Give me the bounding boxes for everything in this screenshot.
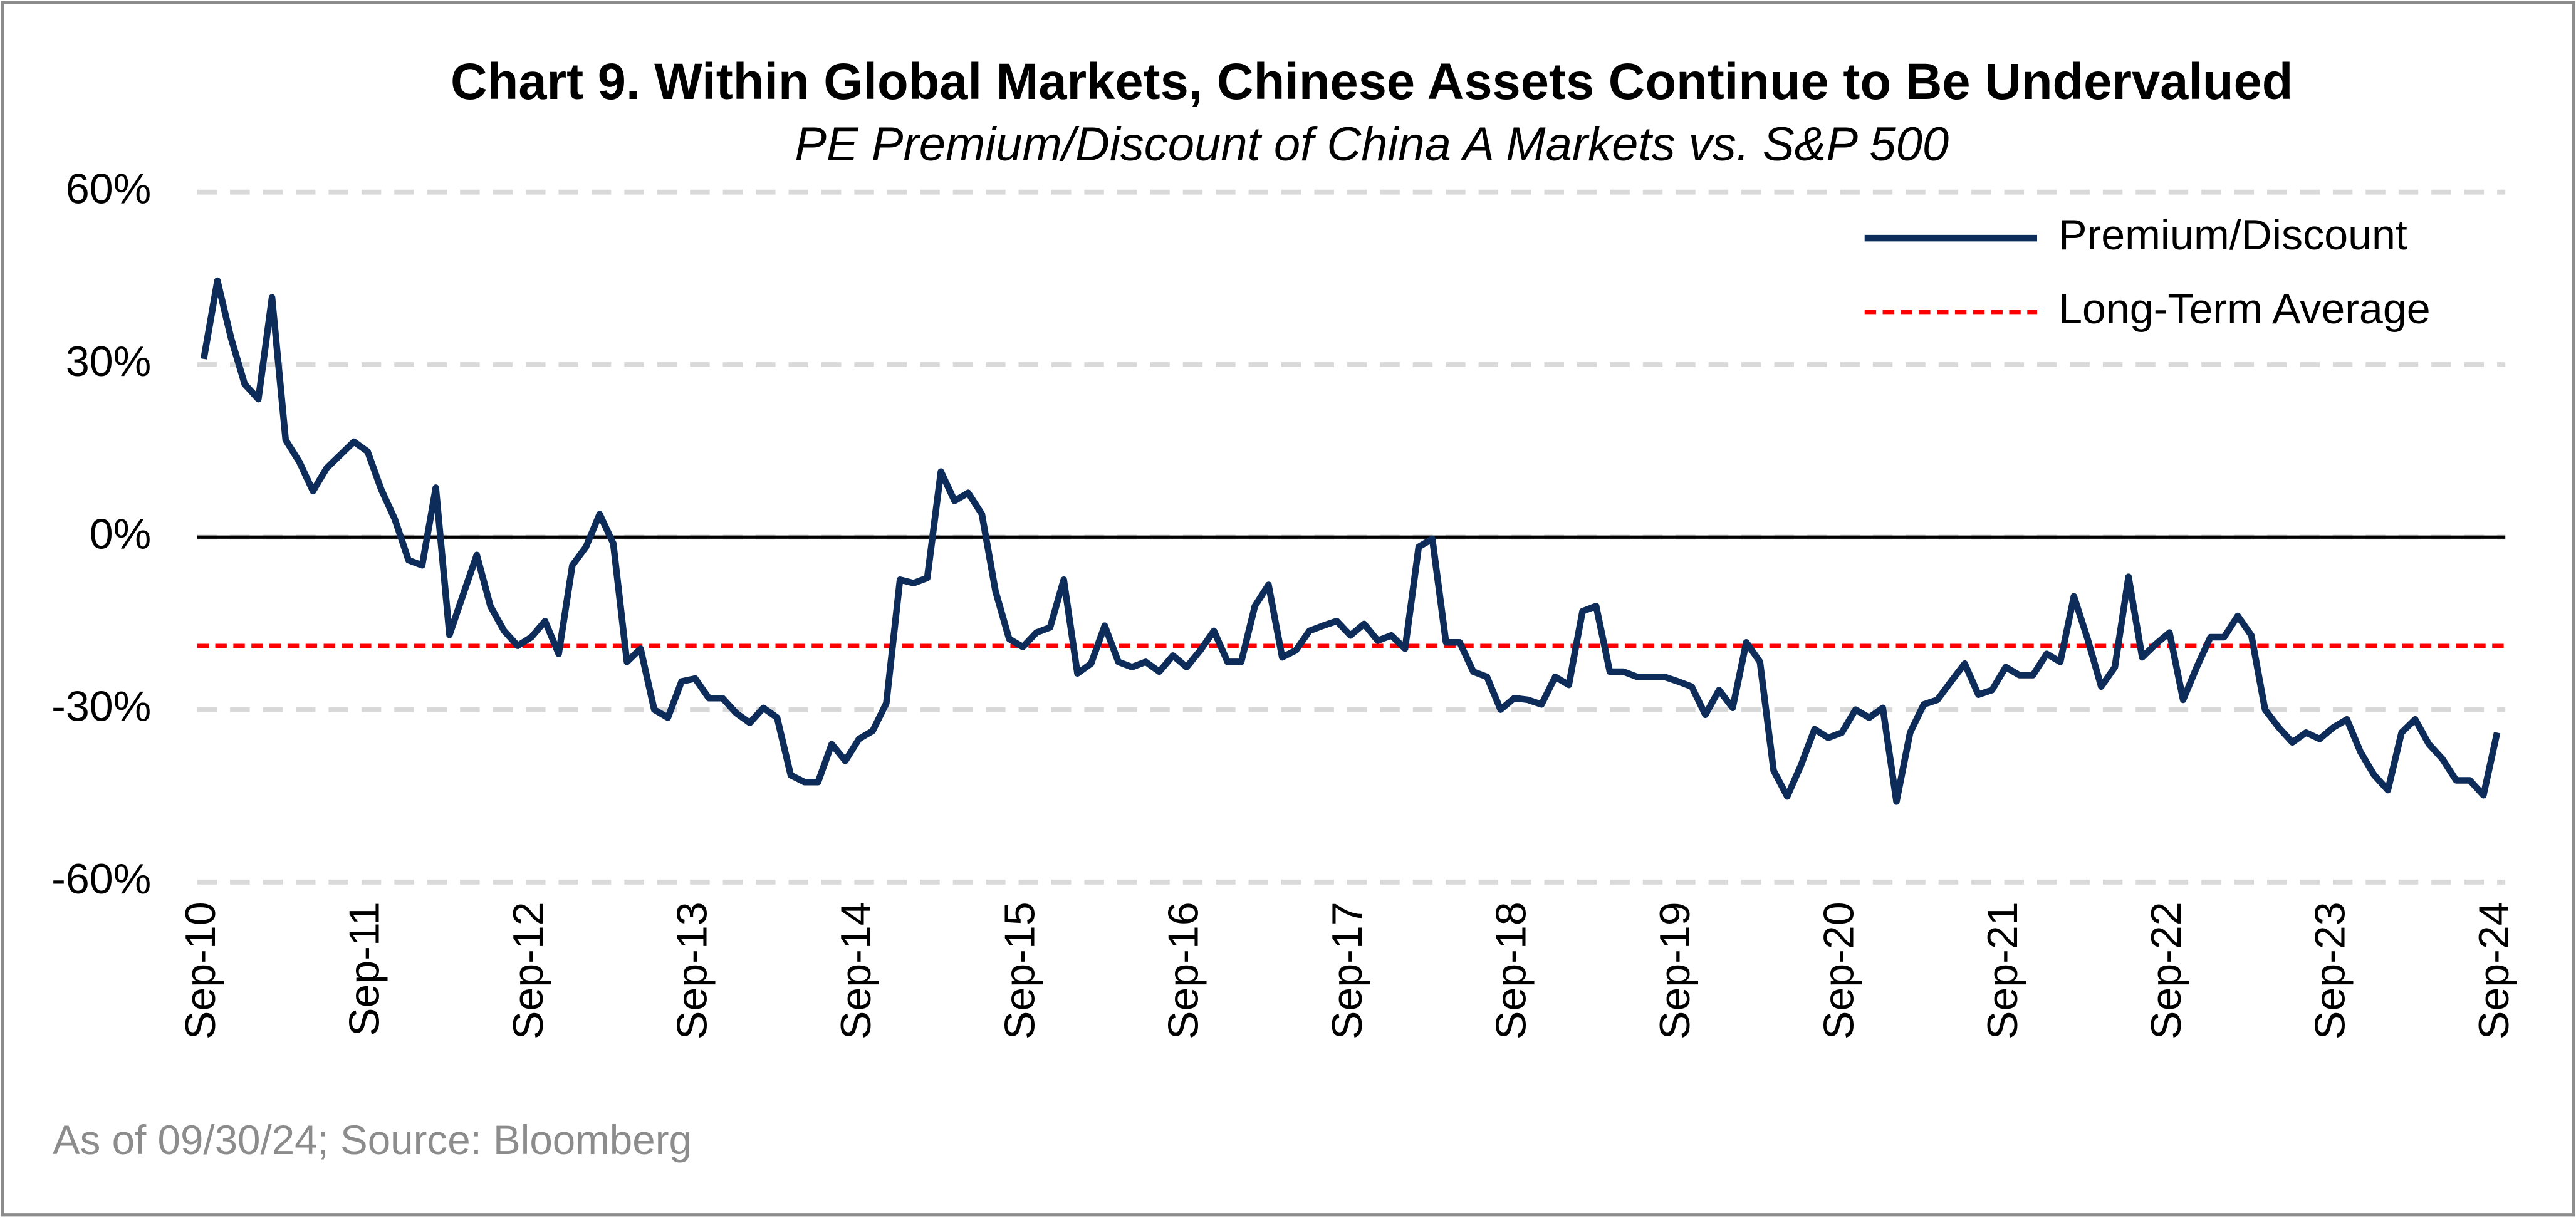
y-tick-label: -60% [51, 855, 151, 903]
x-tick-label: Sep-19 [1651, 902, 1699, 1039]
x-tick-label: Sep-16 [1160, 902, 1207, 1039]
source-note: As of 09/30/24; Source: Bloomberg [53, 1117, 692, 1163]
y-tick-label: -30% [51, 683, 151, 731]
x-tick-label: Sep-23 [2307, 902, 2354, 1039]
x-tick-label: Sep-15 [996, 902, 1043, 1039]
legend-label: Long-Term Average [2058, 285, 2431, 333]
chart-title: Chart 9. Within Global Markets, Chinese … [451, 53, 2293, 110]
legend-label: Premium/Discount [2058, 211, 2407, 259]
y-tick-label: 30% [66, 338, 151, 385]
data-line [201, 277, 2501, 805]
x-tick-label: Sep-22 [2142, 902, 2190, 1039]
x-tick-label: Sep-14 [832, 902, 880, 1039]
x-tick-label: Sep-24 [2470, 902, 2518, 1039]
x-tick-label: Sep-12 [504, 902, 552, 1039]
y-tick-label: 0% [90, 510, 152, 558]
chart-subtitle: PE Premium/Discount of China A Markets v… [795, 118, 1949, 171]
x-tick-label: Sep-18 [1488, 902, 1535, 1039]
x-tick-label: Sep-17 [1323, 902, 1371, 1039]
x-tick-label: Sep-20 [1815, 902, 1862, 1039]
x-tick-label: Sep-13 [668, 902, 716, 1039]
x-tick-label: Sep-21 [1979, 902, 2026, 1039]
x-tick-label: Sep-11 [341, 902, 388, 1036]
y-tick-label: 60% [66, 165, 151, 213]
x-tick-label: Sep-10 [177, 902, 224, 1039]
